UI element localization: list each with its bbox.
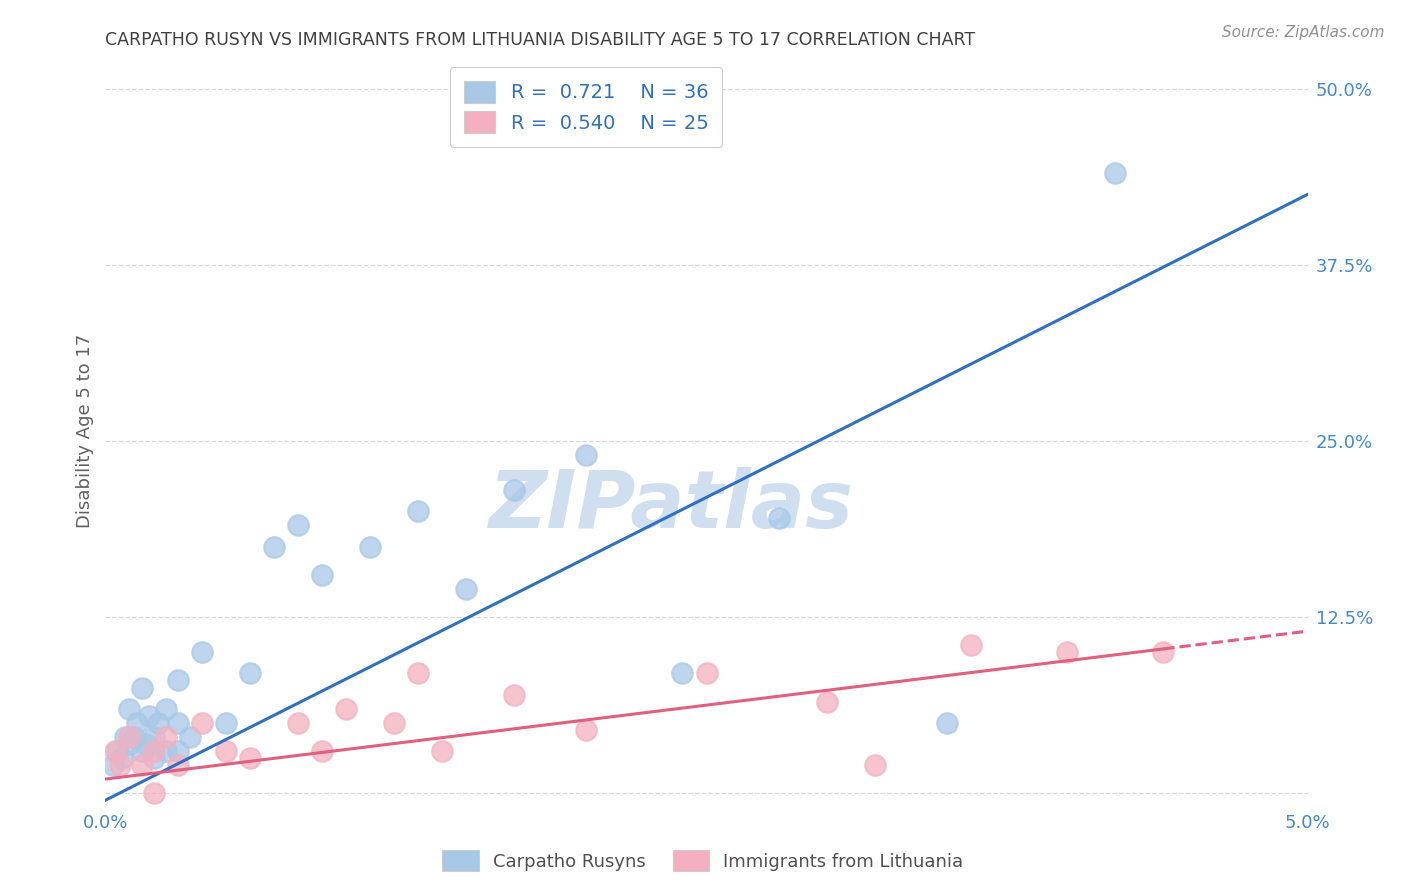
Y-axis label: Disability Age 5 to 17: Disability Age 5 to 17 — [76, 334, 94, 527]
Point — [155, 730, 177, 744]
Point — [575, 723, 598, 737]
Point — [671, 666, 693, 681]
Point — [190, 645, 212, 659]
Point — [406, 666, 429, 681]
Point — [166, 758, 188, 772]
Point — [815, 695, 838, 709]
Point — [359, 540, 381, 554]
Point — [287, 715, 309, 730]
Point — [214, 744, 236, 758]
Text: ZIPatlas: ZIPatlas — [488, 467, 853, 545]
Point — [166, 673, 188, 688]
Point — [960, 638, 983, 652]
Point — [239, 666, 262, 681]
Point — [335, 701, 357, 715]
Point — [108, 758, 131, 772]
Text: Source: ZipAtlas.com: Source: ZipAtlas.com — [1222, 25, 1385, 40]
Point — [1056, 645, 1078, 659]
Point — [430, 744, 453, 758]
Text: CARPATHO RUSYN VS IMMIGRANTS FROM LITHUANIA DISABILITY AGE 5 TO 17 CORRELATION C: CARPATHO RUSYN VS IMMIGRANTS FROM LITHUA… — [105, 31, 976, 49]
Point — [863, 758, 886, 772]
Point — [1152, 645, 1174, 659]
Point — [118, 701, 141, 715]
Point — [155, 701, 177, 715]
Point — [142, 730, 165, 744]
Point — [311, 744, 333, 758]
Point — [118, 737, 141, 751]
Point — [131, 758, 153, 772]
Point — [287, 518, 309, 533]
Point — [190, 715, 212, 730]
Point — [111, 751, 134, 765]
Point — [131, 681, 153, 695]
Point — [575, 448, 598, 462]
Point — [107, 744, 129, 758]
Point — [311, 567, 333, 582]
Point — [263, 540, 285, 554]
Point — [166, 744, 188, 758]
Point — [239, 751, 262, 765]
Point — [135, 737, 157, 751]
Point — [503, 688, 526, 702]
Point — [142, 786, 165, 800]
Point — [382, 715, 405, 730]
Point — [768, 511, 790, 525]
Point — [503, 483, 526, 498]
Legend: Carpatho Rusyns, Immigrants from Lithuania: Carpatho Rusyns, Immigrants from Lithuan… — [436, 843, 970, 879]
Point — [142, 751, 165, 765]
Point — [696, 666, 718, 681]
Point — [166, 715, 188, 730]
Legend: R =  0.721    N = 36, R =  0.540    N = 25: R = 0.721 N = 36, R = 0.540 N = 25 — [450, 67, 723, 147]
Point — [104, 744, 127, 758]
Point — [148, 715, 170, 730]
Point — [214, 715, 236, 730]
Point — [124, 730, 146, 744]
Point — [125, 715, 148, 730]
Point — [101, 758, 124, 772]
Point — [118, 730, 141, 744]
Point — [936, 715, 959, 730]
Point — [138, 708, 160, 723]
Point — [131, 744, 153, 758]
Point — [179, 730, 201, 744]
Point — [454, 582, 477, 596]
Point — [406, 504, 429, 518]
Point — [114, 730, 136, 744]
Point — [142, 744, 165, 758]
Point — [1104, 166, 1126, 180]
Point — [155, 744, 177, 758]
